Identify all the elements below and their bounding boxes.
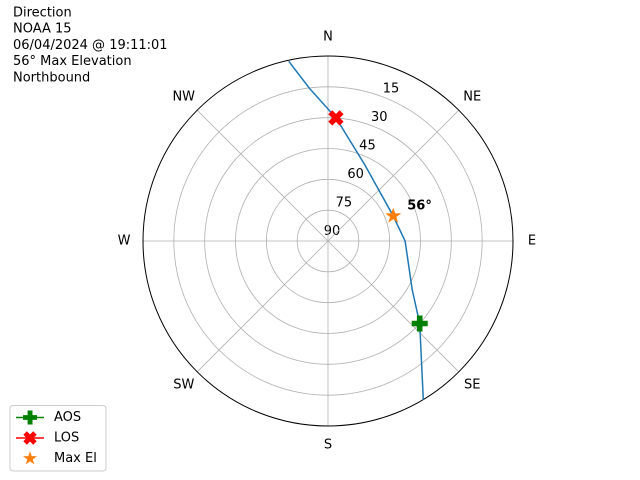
track-line xyxy=(288,60,425,400)
grid-spoke xyxy=(327,109,460,242)
legend-marker xyxy=(23,431,37,445)
title-line: 06/04/2024 @ 19:11:01 xyxy=(13,38,168,53)
marker-plus xyxy=(411,315,428,332)
r-tick-label: 75 xyxy=(336,196,353,211)
plot-border xyxy=(142,55,514,427)
title-line: NOAA 15 xyxy=(13,22,72,37)
legend-box xyxy=(9,405,107,472)
r-tick-label: 60 xyxy=(347,167,364,182)
theta-tick-label: SW xyxy=(173,378,194,393)
grid-spoke xyxy=(196,240,329,373)
theta-tick-label: W xyxy=(118,234,131,249)
legend: AOS LOS Max El xyxy=(9,405,107,472)
title-line: 56° Max Elevation xyxy=(13,54,132,69)
theta-tick-label: SE xyxy=(464,378,480,393)
legend-marker xyxy=(23,410,37,425)
legend-label: AOS xyxy=(54,410,81,425)
theta-tick-label: NE xyxy=(463,89,481,104)
grid-spoke xyxy=(327,240,460,373)
legend-marker xyxy=(23,451,37,465)
theta-tick-label: NW xyxy=(172,89,195,104)
theta-tick-label: E xyxy=(528,234,536,249)
legend-label: Max El xyxy=(54,451,97,466)
legend-label: LOS xyxy=(54,431,79,446)
marker-x xyxy=(328,110,344,126)
r-tick-label: 15 xyxy=(383,82,400,97)
r-tick-label: 30 xyxy=(371,110,388,125)
title-line: Direction xyxy=(13,6,72,21)
grid-spoke xyxy=(196,109,329,242)
theta-tick-label: S xyxy=(324,438,332,453)
theta-tick-label: N xyxy=(323,30,333,45)
value-label: 56° xyxy=(407,198,432,213)
title-line: Northbound xyxy=(13,70,90,85)
marker-star xyxy=(385,207,402,223)
r-tick-label: 45 xyxy=(359,139,376,154)
